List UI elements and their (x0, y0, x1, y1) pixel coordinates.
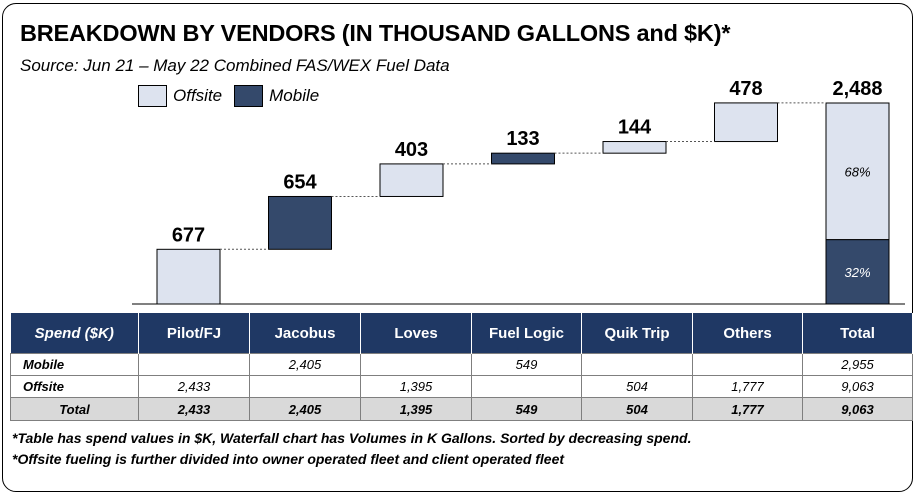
bar-jacobus (268, 195, 332, 250)
chart-frame (2, 3, 913, 492)
table-cell: 504 (581, 375, 693, 398)
value-label-total: 2,488 (832, 78, 882, 100)
bar-others (714, 102, 778, 143)
table-cell (692, 353, 803, 376)
table-cell: 9,063 (802, 375, 913, 398)
table-cell: 504 (581, 397, 693, 421)
bar-quik-trip (602, 141, 667, 154)
legend-swatch-mobile (234, 85, 264, 107)
header-loves: Loves (360, 313, 472, 354)
table-cell: 2,433 (138, 375, 250, 398)
legend: Offsite Mobile (138, 84, 331, 108)
row-label: Mobile (10, 353, 139, 376)
table-row-mobile: Mobile 2,405 549 2,955 (10, 353, 913, 376)
spend-table: Spend ($K) Pilot/FJ Jacobus Loves Fuel L… (10, 313, 913, 421)
table-row-offsite: Offsite 2,433 1,395 504 1,777 9,063 (10, 375, 913, 398)
total-mobile-pct-label: 32% (844, 265, 870, 280)
table-cell: 2,433 (138, 397, 250, 421)
row-label: Offsite (10, 375, 139, 398)
header-pilot-fj: Pilot/FJ (138, 313, 250, 354)
bar-fuel-logic (491, 152, 555, 165)
table-cell (471, 375, 582, 398)
table-cell: 1,395 (360, 397, 472, 421)
table-cell (581, 353, 693, 376)
bar-loves (379, 163, 444, 197)
value-label-quik-trip: 144 (618, 117, 652, 139)
table-cell: 1,777 (692, 375, 803, 398)
table-cell: 2,405 (249, 353, 361, 376)
value-label-fuel-logic: 133 (506, 128, 539, 150)
bar-pilot-fj (156, 248, 221, 305)
value-label-loves: 403 (395, 139, 428, 161)
legend-label-mobile: Mobile (269, 86, 320, 105)
table-cell: 9,063 (802, 397, 913, 421)
legend-swatch-offsite (138, 85, 167, 107)
table-cell: 549 (471, 397, 582, 421)
value-label-pilot-fj: 677 (172, 224, 205, 246)
table-cell (360, 353, 472, 376)
header-total: Total (802, 313, 913, 354)
total-offsite-pct-label: 68% (844, 164, 870, 179)
value-label-others: 478 (729, 78, 762, 100)
table-cell: 2,405 (249, 397, 361, 421)
legend-label-offsite: Offsite (173, 86, 223, 105)
table-cell: 2,955 (802, 353, 913, 376)
table-row-total: Total 2,433 2,405 1,395 549 504 1,777 9,… (10, 397, 913, 421)
header-spend: Spend ($K) (10, 313, 139, 354)
legend-item-offsite: Offsite (138, 85, 222, 107)
row-label: Total (10, 397, 139, 421)
table-cell: 1,777 (692, 397, 803, 421)
table-cell (138, 353, 250, 376)
table-cell: 549 (471, 353, 582, 376)
table-header-row: Spend ($K) Pilot/FJ Jacobus Loves Fuel L… (10, 313, 913, 354)
bar-total-mobile (825, 239, 890, 305)
header-quik-trip: Quik Trip (581, 313, 693, 354)
legend-item-mobile: Mobile (234, 85, 319, 107)
footnote-2: *Offsite fueling is further divided into… (12, 451, 565, 467)
table-cell (249, 375, 361, 398)
table-cell: 1,395 (360, 375, 472, 398)
waterfall-chart: 677 654 403 133 144 478 68% 32% 2,488 (132, 78, 905, 305)
header-others: Others (692, 313, 803, 354)
chart-subtitle: Source: Jun 21 – May 22 Combined FAS/WEX… (20, 56, 450, 75)
chart-title: BREAKDOWN BY VENDORS (IN THOUSAND GALLON… (20, 20, 731, 46)
header-fuel-logic: Fuel Logic (471, 313, 582, 354)
header-jacobus: Jacobus (249, 313, 361, 354)
bar-total-offsite (825, 102, 890, 241)
value-label-jacobus: 654 (283, 171, 317, 193)
footnote-1: *Table has spend values in $K, Waterfall… (12, 430, 692, 446)
